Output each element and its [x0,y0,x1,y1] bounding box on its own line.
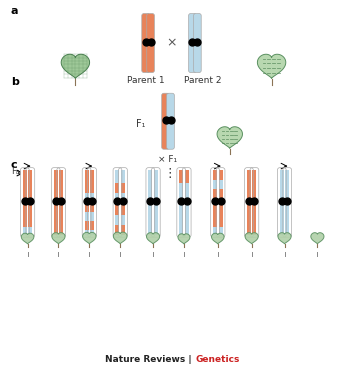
Text: a: a [11,6,18,16]
Text: Parent 1: Parent 1 [127,76,165,86]
Polygon shape [211,233,224,244]
Bar [213,189,217,227]
Polygon shape [178,234,190,244]
Bar [116,215,119,225]
FancyBboxPatch shape [189,13,196,72]
FancyBboxPatch shape [20,168,29,237]
Bar [121,170,125,183]
Text: b: b [11,77,18,87]
FancyBboxPatch shape [147,13,154,72]
Polygon shape [113,232,127,244]
FancyBboxPatch shape [57,168,65,237]
Bar [28,227,32,235]
Bar [179,170,183,183]
Bar [90,170,94,193]
Text: × F₁: × F₁ [159,155,178,164]
Text: ×: × [166,36,177,50]
Bar [285,170,289,235]
FancyBboxPatch shape [167,93,174,149]
FancyBboxPatch shape [113,168,122,237]
Bar [219,170,223,180]
FancyBboxPatch shape [162,93,169,149]
Bar [116,183,119,193]
Bar [121,183,125,193]
Bar [213,180,217,189]
FancyBboxPatch shape [177,168,186,237]
Bar [116,170,119,183]
Bar [280,170,284,235]
Bar [85,170,89,193]
Polygon shape [278,232,291,244]
FancyBboxPatch shape [146,168,155,237]
Bar [90,193,94,202]
Bar [90,220,94,230]
Bar [121,202,125,215]
Bar [219,189,223,227]
Bar [23,170,27,227]
FancyBboxPatch shape [119,168,127,237]
Bar [54,170,58,235]
Bar [185,183,189,235]
Bar [90,230,94,235]
Bar [85,230,89,235]
FancyBboxPatch shape [244,168,253,237]
FancyBboxPatch shape [51,168,60,237]
Bar [247,170,251,235]
Bar [116,225,119,235]
FancyBboxPatch shape [82,168,91,237]
Bar [28,170,32,227]
Bar [90,212,94,220]
FancyBboxPatch shape [26,168,35,237]
FancyBboxPatch shape [216,168,225,237]
Text: Nature Reviews |: Nature Reviews | [105,356,195,364]
FancyBboxPatch shape [283,168,292,237]
Bar [179,183,183,235]
Bar [90,202,94,212]
Bar [213,227,217,235]
Bar [85,202,89,212]
Text: F₁: F₁ [136,119,145,129]
FancyBboxPatch shape [250,168,259,237]
Bar [219,227,223,235]
FancyBboxPatch shape [211,168,220,237]
Polygon shape [245,232,258,244]
Bar [154,170,158,235]
Text: c: c [11,160,17,170]
Text: ⋮: ⋮ [164,167,176,180]
Polygon shape [257,54,286,78]
Polygon shape [61,54,90,78]
Polygon shape [147,232,160,244]
Bar [213,170,217,180]
Bar [23,227,27,235]
FancyBboxPatch shape [88,168,97,237]
Polygon shape [52,232,65,244]
Polygon shape [217,127,242,148]
FancyBboxPatch shape [278,168,286,237]
FancyBboxPatch shape [182,168,191,237]
Bar [85,193,89,202]
Polygon shape [83,232,96,244]
Polygon shape [311,232,324,244]
Bar [85,220,89,230]
Bar [148,170,152,235]
FancyBboxPatch shape [142,13,149,72]
Bar [85,212,89,220]
Bar [116,202,119,215]
Bar [121,225,125,235]
Bar [252,170,256,235]
Bar [121,215,125,225]
Text: Genetics: Genetics [196,356,240,364]
Bar [219,180,223,189]
Polygon shape [21,233,34,244]
Bar [185,170,189,183]
Bar [116,193,119,202]
Text: Parent 2: Parent 2 [184,76,222,86]
FancyBboxPatch shape [151,168,160,237]
Bar [121,193,125,202]
FancyBboxPatch shape [194,13,201,72]
Text: F₈: F₈ [11,167,19,176]
Bar [59,170,63,235]
